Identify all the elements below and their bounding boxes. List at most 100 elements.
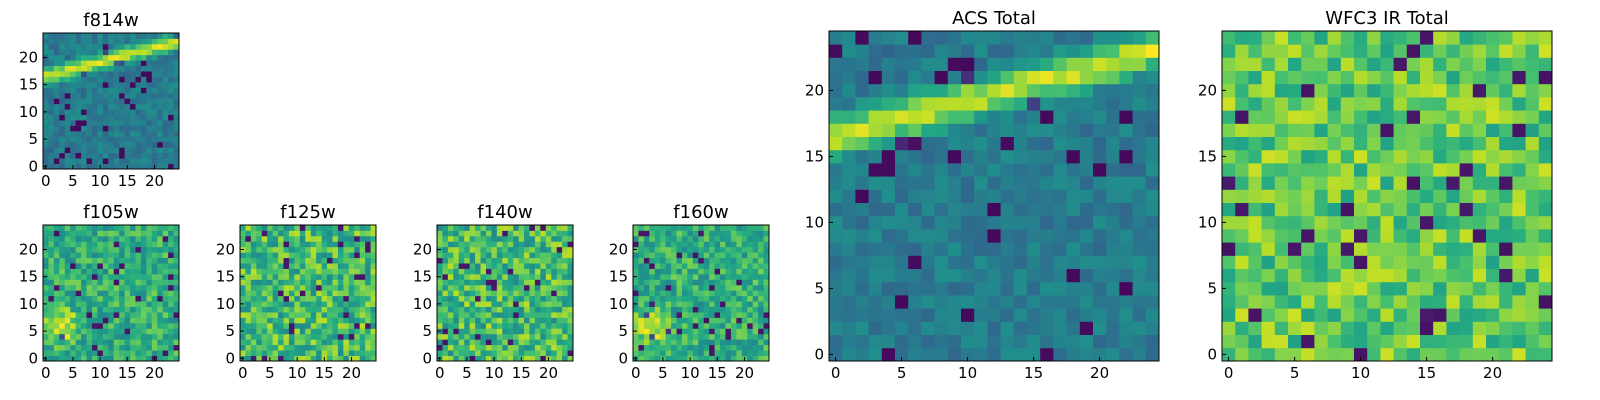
heatmap-cell xyxy=(168,54,174,61)
heatmap-cell xyxy=(91,65,98,72)
heatmap-cell xyxy=(86,120,93,126)
heatmap-cell xyxy=(278,355,284,362)
heatmap-cell xyxy=(692,295,699,302)
heatmap-cell xyxy=(86,317,93,324)
heatmap-cell xyxy=(881,123,896,137)
heatmap-cell xyxy=(1248,163,1262,177)
heatmap-cell xyxy=(81,76,87,83)
heatmap-cell xyxy=(86,263,93,269)
heatmap-cell xyxy=(240,295,246,302)
heatmap-cell xyxy=(1132,31,1147,45)
heatmap-cell xyxy=(502,301,509,307)
heatmap-cell xyxy=(1340,268,1355,283)
heatmap-cell xyxy=(540,328,547,335)
heatmap-cell xyxy=(86,344,93,351)
heatmap-cell xyxy=(485,235,492,242)
heatmap-cell xyxy=(64,38,71,45)
heatmap-cell xyxy=(305,322,312,329)
heatmap-cell xyxy=(48,317,55,324)
heatmap-cell xyxy=(709,225,715,231)
heatmap-cell xyxy=(752,328,759,335)
heatmap-cell xyxy=(1066,215,1081,230)
heatmap-cell xyxy=(1380,347,1394,362)
heatmap-cell xyxy=(70,65,77,72)
heatmap-cell xyxy=(829,31,843,45)
heatmap-cell xyxy=(151,114,158,121)
heatmap-cell xyxy=(1013,136,1028,151)
heatmap-cell xyxy=(119,109,125,115)
heatmap-cell xyxy=(97,158,104,164)
heatmap-cell xyxy=(348,339,355,346)
heatmap-cell xyxy=(1000,97,1015,111)
heatmap-cell xyxy=(70,290,77,297)
heatmap-cell xyxy=(1459,136,1474,151)
heatmap-cell xyxy=(1079,255,1094,269)
heatmap-cell xyxy=(70,344,77,351)
heatmap-cell xyxy=(365,333,371,340)
heatmap-cell xyxy=(496,312,503,318)
heatmap-cell xyxy=(64,158,71,164)
heatmap-cell xyxy=(75,71,82,77)
heatmap-cell xyxy=(974,57,988,71)
heatmap-cell xyxy=(654,306,661,313)
heatmap-cell xyxy=(1288,202,1302,217)
heatmap-cell xyxy=(458,312,465,318)
heatmap-cell xyxy=(987,281,1001,296)
heatmap-cell xyxy=(1000,321,1015,335)
heatmap-cell xyxy=(1340,308,1355,322)
heatmap-cell xyxy=(676,317,683,324)
x-tick-label: 20 xyxy=(1483,364,1502,382)
heatmap-cell xyxy=(681,241,688,248)
heatmap-cell xyxy=(370,333,377,340)
heatmap-cell xyxy=(464,246,471,253)
heatmap-cell xyxy=(458,279,465,286)
heatmap-cell xyxy=(354,284,361,291)
heatmap-cell xyxy=(1499,44,1513,58)
heatmap-cell xyxy=(453,312,460,318)
heatmap-cell xyxy=(162,290,169,297)
heatmap-cell xyxy=(53,263,60,269)
heatmap-cell xyxy=(485,246,492,253)
heatmap-cell xyxy=(692,355,699,362)
heatmap-cell xyxy=(365,284,371,291)
heatmap-cell xyxy=(1327,295,1342,309)
heatmap-cell xyxy=(1301,163,1315,177)
heatmap-cell xyxy=(1027,308,1041,322)
heatmap-cell xyxy=(53,225,60,231)
heatmap-cell xyxy=(687,284,694,291)
y-tick-label: 20 xyxy=(216,240,235,258)
heatmap-cell xyxy=(1132,136,1147,151)
heatmap-cell xyxy=(458,328,465,335)
heatmap-cell xyxy=(1538,281,1553,296)
heatmap-cell xyxy=(842,268,856,283)
heatmap-cell xyxy=(562,263,568,269)
heatmap-cell xyxy=(130,344,136,351)
heatmap-cell xyxy=(1314,44,1328,58)
heatmap-cell xyxy=(354,333,361,340)
heatmap-cell xyxy=(556,235,563,242)
heatmap-cell xyxy=(146,163,153,170)
heatmap-cell xyxy=(567,241,574,248)
heatmap-cell xyxy=(475,230,481,237)
heatmap-cell xyxy=(151,71,158,77)
heatmap-cell xyxy=(1472,334,1487,349)
heatmap-cell xyxy=(974,70,988,85)
heatmap-cell xyxy=(43,230,49,237)
heatmap-cell xyxy=(70,246,77,253)
heatmap-cell xyxy=(240,225,246,231)
heatmap-cell xyxy=(458,306,465,313)
heatmap-cell xyxy=(305,333,312,340)
heatmap-cell xyxy=(758,235,764,242)
heatmap-cell xyxy=(1119,295,1133,309)
heatmap-cell xyxy=(934,321,949,335)
heatmap-cell xyxy=(855,57,869,71)
heatmap-cell xyxy=(365,306,371,313)
heatmap-cell xyxy=(124,125,131,132)
heatmap-cell xyxy=(671,257,677,264)
heatmap-cell xyxy=(1040,97,1054,111)
heatmap-cell xyxy=(267,350,274,356)
heatmap-cell xyxy=(370,252,377,259)
heatmap-cell xyxy=(310,246,317,253)
heatmap-cell xyxy=(1327,334,1342,349)
heatmap-cell xyxy=(643,284,650,291)
